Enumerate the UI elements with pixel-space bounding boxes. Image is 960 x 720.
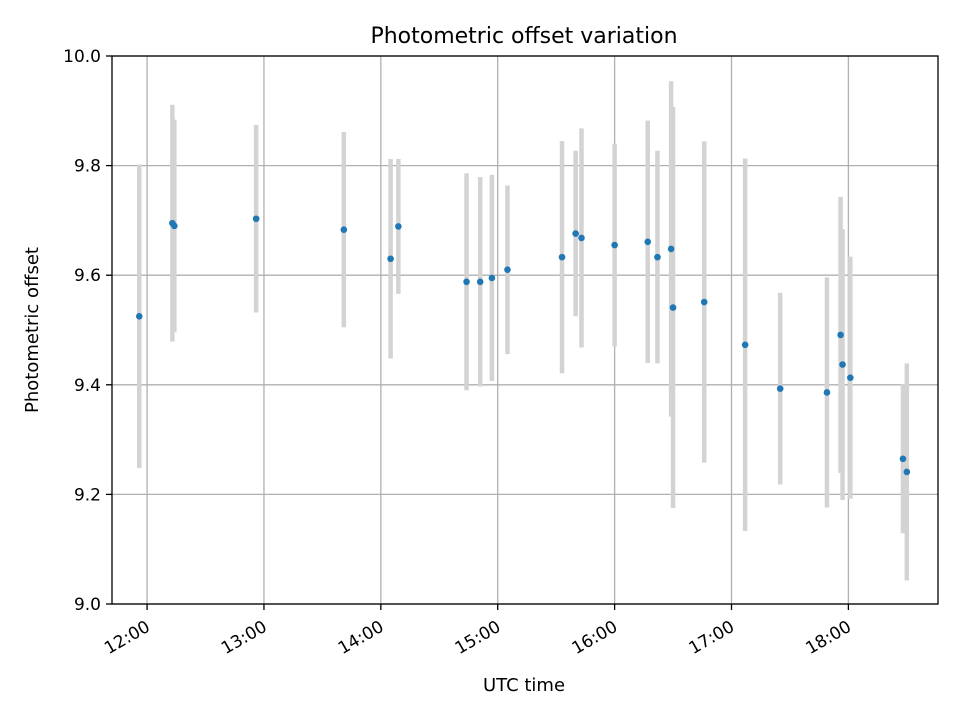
data-point [463,278,470,286]
data-point [837,331,844,339]
x-axis-label: UTC time [483,675,565,696]
axis-ticks [106,55,850,610]
data-point [847,374,854,381]
data-point [252,215,260,223]
error-bars [137,81,910,581]
data-point [387,255,394,263]
data-point [488,274,496,282]
data-point [611,241,618,249]
y-tick-labels: 9.0 9.2 9.4 9.6 9.8 10.0 [63,47,101,615]
data-point [903,468,911,476]
data-point [171,222,178,230]
grid-lines [112,55,938,605]
data-point [899,455,907,463]
data-point [578,234,585,242]
x-tick-label: 13:00 [218,617,270,659]
data-point [654,253,661,261]
data-point [395,223,402,230]
data-point [135,313,143,320]
data-point [476,278,484,286]
x-tick-label: 12:00 [101,617,153,659]
plot-frame [111,55,939,605]
x-tick-labels: 12:00 13:00 14:00 15:00 16:00 17:00 18:00 [101,617,855,659]
y-tick-label: 9.2 [74,485,101,505]
data-point [776,385,784,392]
y-tick-label: 9.8 [74,157,101,177]
y-tick-label: 10.0 [63,47,101,67]
data-point [644,238,652,246]
x-tick-label: 17:00 [686,617,738,659]
y-tick-label: 9.0 [74,595,101,615]
x-tick-label: 14:00 [335,617,387,659]
data-point [340,226,348,234]
data-point [667,245,675,253]
data-point [700,298,708,306]
data-points [135,215,911,476]
data-point [823,389,831,396]
y-axis-label: Photometric offset [22,247,43,413]
x-tick-label: 18:00 [802,617,854,659]
data-point [669,304,677,311]
data-point [839,361,846,368]
chart-title: Photometric offset variation [370,24,677,49]
y-tick-label: 9.6 [74,266,101,286]
data-point [572,230,579,237]
data-point [504,266,511,274]
data-point [558,253,566,261]
x-tick-label: 15:00 [452,617,504,659]
x-tick-label: 16:00 [569,617,621,659]
data-point [741,341,749,349]
y-tick-label: 9.4 [74,376,101,396]
